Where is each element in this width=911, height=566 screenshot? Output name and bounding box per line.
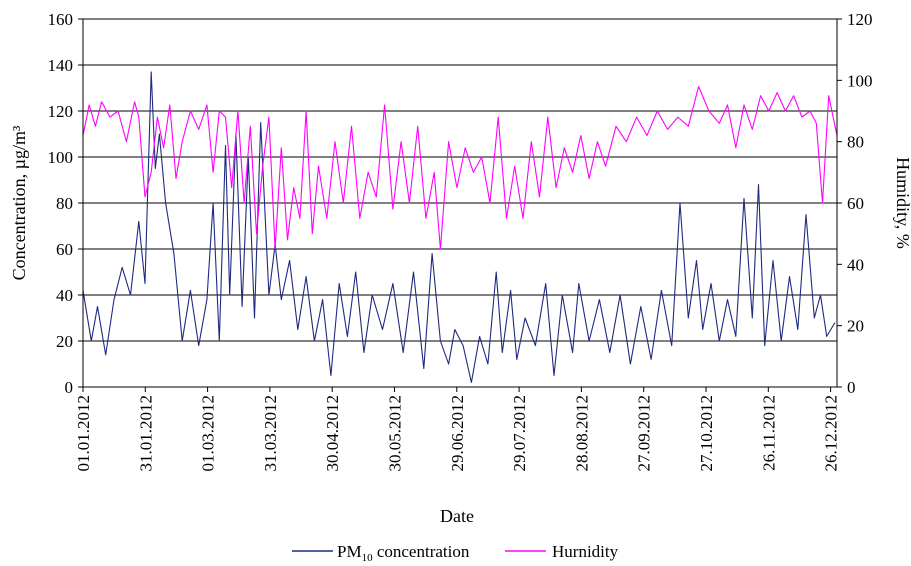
x-tick-label: 26.11.2012 — [759, 395, 778, 471]
x-axis-title: Date — [440, 506, 474, 526]
y-axis-left-title: Concentration, µg/m³ — [9, 125, 29, 280]
y-right-tick-label: 60 — [847, 194, 864, 213]
x-tick-label: 27.09.2012 — [635, 395, 654, 472]
y-left-tick-label: 40 — [56, 286, 73, 305]
y-right-tick-label: 100 — [847, 71, 873, 90]
y-left-tick-label: 100 — [48, 148, 74, 167]
x-tick-label: 31.01.2012 — [136, 395, 155, 472]
legend-pm10-rest: concentration — [373, 542, 470, 561]
y-left-tick-label: 0 — [65, 378, 74, 397]
x-tick-label: 01.01.2012 — [74, 395, 93, 472]
y-left-tick-label: 160 — [48, 10, 74, 29]
y-right-tick-label: 0 — [847, 378, 856, 397]
legend-pm10-sub: 10 — [362, 552, 374, 564]
y-left-tick-label: 80 — [56, 194, 73, 213]
x-tick-label: 26.12.2012 — [822, 395, 841, 472]
humidity-line — [82, 85, 838, 250]
y-right-tick-label: 80 — [847, 133, 864, 152]
x-tick-label: 30.04.2012 — [323, 395, 342, 472]
x-tick-label: 28.08.2012 — [572, 395, 591, 472]
x-tick-label: 29.06.2012 — [448, 395, 467, 472]
legend: PM10 concentration Hurnidity — [292, 542, 619, 564]
right-axis-ticks: 0 20 40 60 80 100 120 — [837, 10, 873, 397]
y-right-tick-label: 40 — [847, 255, 864, 274]
left-axis-ticks: 0 20 40 60 80 100 120 140 160 — [48, 10, 83, 397]
x-axis-ticks: 01.01.2012 31.01.2012 01.03.2012 31.03.2012… — [74, 387, 841, 472]
pm10-line — [82, 71, 836, 383]
y-left-tick-label: 60 — [56, 240, 73, 259]
x-tick-label: 27.10.2012 — [697, 395, 716, 472]
x-tick-label: 01.03.2012 — [199, 395, 218, 472]
x-tick-label: 30.05.2012 — [386, 395, 405, 472]
gridlines — [83, 64, 837, 342]
y-left-tick-label: 140 — [48, 56, 74, 75]
legend-pm10-main: PM — [337, 542, 362, 561]
legend-humidity-label: Hurnidity — [552, 542, 619, 561]
y-right-tick-label: 120 — [847, 10, 873, 29]
y-right-tick-label: 20 — [847, 317, 864, 336]
pm10-series — [82, 71, 836, 383]
x-tick-label: 29.07.2012 — [510, 395, 529, 472]
x-tick-label: 31.03.2012 — [261, 395, 280, 472]
y-axis-right-title: Humidity, % — [893, 157, 911, 249]
humidity-series — [82, 85, 838, 250]
y-left-tick-label: 120 — [48, 102, 74, 121]
legend-pm10-label: PM10 concentration — [337, 542, 470, 564]
y-left-tick-label: 20 — [56, 332, 73, 351]
